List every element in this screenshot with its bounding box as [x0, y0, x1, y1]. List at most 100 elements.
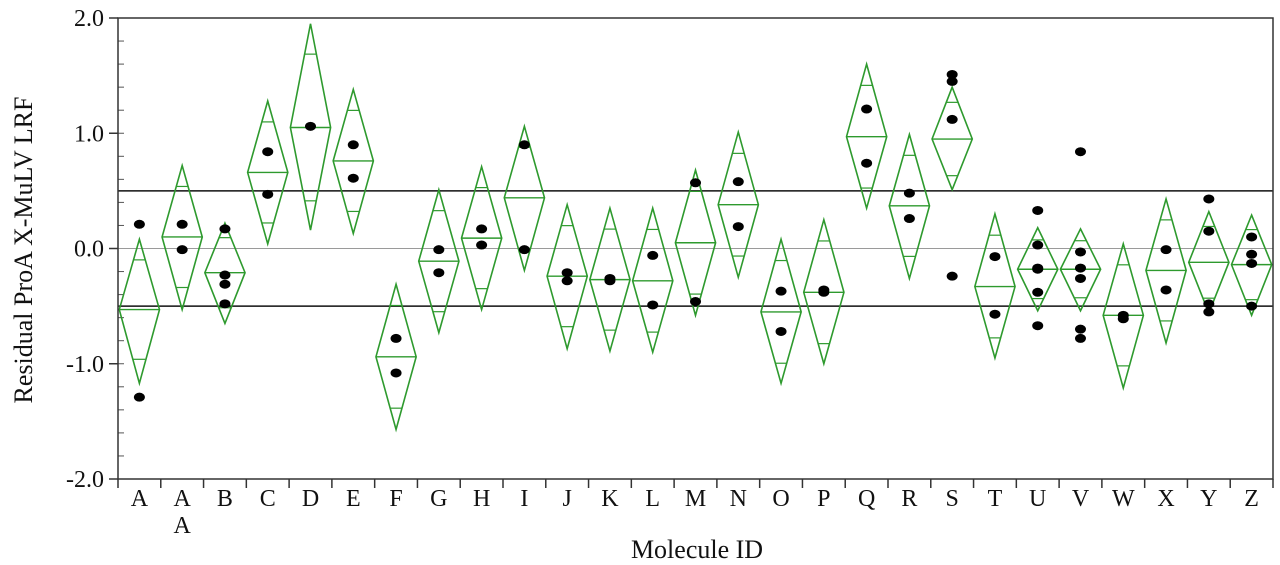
x-tick-label: P — [817, 486, 830, 512]
data-point — [347, 140, 359, 150]
data-point — [1032, 205, 1044, 215]
data-point — [946, 69, 958, 79]
data-point — [818, 287, 830, 297]
data-point — [518, 245, 530, 255]
x-tick-label-line: Q — [858, 486, 875, 512]
x-tick-label-line: T — [988, 486, 1003, 512]
x-axis-title: Molecule ID — [631, 535, 763, 564]
mean-diamond — [717, 129, 760, 281]
mean-diamond — [246, 98, 289, 247]
data-point — [1117, 314, 1129, 324]
x-tick-label: M — [685, 486, 706, 512]
data-point — [1203, 226, 1215, 236]
data-point — [1160, 245, 1172, 255]
x-tick-label: B — [217, 486, 233, 512]
x-axis: A A AB C D E F G H I J K L M N O P Q R S T U V W X Y Z — [117, 479, 1274, 539]
mean-diamond — [974, 210, 1016, 361]
x-tick-label: H — [473, 486, 490, 512]
x-tick-label: Y — [1200, 486, 1217, 512]
x-tick-label-line: S — [945, 486, 958, 512]
data-point — [433, 245, 445, 255]
mean-diamond — [674, 167, 717, 319]
mean-diamond — [589, 205, 631, 355]
mean-diamond — [118, 236, 161, 387]
data-point — [476, 224, 488, 234]
data-point — [946, 271, 958, 281]
x-tick-label-line: Y — [1200, 486, 1217, 512]
x-tick-label-line: A — [173, 513, 191, 539]
data-point — [305, 121, 316, 131]
mean-diamond — [332, 86, 375, 237]
x-tick-label-line: E — [346, 486, 361, 512]
mean-diamond — [1102, 240, 1145, 391]
x-tick-label-line: F — [389, 486, 402, 512]
data-point — [1075, 263, 1086, 273]
x-tick-label: V — [1072, 486, 1090, 512]
x-tick-label: T — [988, 486, 1003, 512]
x-tick-label-line: J — [562, 486, 571, 512]
mean-diamond — [931, 84, 974, 192]
data-point — [1032, 321, 1044, 331]
data-point — [1075, 333, 1086, 343]
mean-diamond — [503, 123, 546, 274]
mean-diamond — [845, 61, 888, 212]
data-point — [433, 268, 445, 278]
mean-diamond — [888, 131, 931, 282]
x-tick-label-line: V — [1072, 486, 1090, 512]
data-point — [518, 140, 530, 150]
x-tick-label-line: W — [1112, 486, 1135, 512]
x-tick-label: Q — [858, 486, 875, 512]
x-tick-label: S — [945, 486, 958, 512]
data-point — [775, 286, 787, 296]
data-point — [1075, 324, 1086, 334]
x-tick-label: E — [346, 486, 361, 512]
data-point — [476, 240, 488, 250]
data-point — [1203, 299, 1215, 309]
data-point — [1032, 264, 1044, 274]
data-point — [133, 219, 145, 229]
data-point — [561, 276, 573, 286]
x-tick-label-line: I — [520, 486, 528, 512]
mean-diamond — [760, 236, 802, 387]
data-point — [690, 178, 701, 188]
x-tick-label: R — [901, 486, 917, 512]
x-tick-label-line: A — [131, 486, 149, 512]
x-tick-label-line: N — [730, 486, 747, 512]
data-point — [775, 326, 787, 336]
data-point — [647, 300, 659, 310]
data-point — [347, 173, 359, 183]
x-tick-label: G — [430, 486, 447, 512]
data-point — [604, 276, 616, 286]
data-point — [989, 309, 1001, 319]
mean-diamond — [802, 216, 845, 367]
x-tick-label: I — [520, 486, 528, 512]
x-tick-label-line: H — [473, 486, 490, 512]
x-tick-label: X — [1157, 486, 1174, 512]
x-tick-label: A — [131, 486, 149, 512]
x-tick-label-line: G — [430, 486, 447, 512]
data-point — [1246, 258, 1258, 268]
x-tick-label: W — [1112, 486, 1135, 512]
data-point — [219, 224, 231, 234]
data-point — [1075, 147, 1086, 157]
data-point — [1246, 249, 1258, 259]
y-tick-label: -2.0 — [66, 467, 104, 493]
mean-diamond — [203, 221, 246, 326]
x-tick-label-line: P — [817, 486, 830, 512]
data-point — [989, 252, 1001, 262]
data-point — [219, 279, 231, 289]
data-point — [219, 270, 231, 280]
x-tick-label-line: U — [1029, 486, 1046, 512]
data-point — [946, 76, 958, 86]
data-point — [690, 297, 701, 307]
mean-diamond — [375, 281, 417, 433]
x-tick-label-line: D — [302, 486, 319, 512]
data-points — [133, 69, 1258, 402]
mean-diamond — [1059, 227, 1102, 313]
data-point — [1203, 307, 1215, 317]
x-tick-label: K — [601, 486, 619, 512]
x-tick-label-line: M — [685, 486, 706, 512]
x-tick-label-line: B — [217, 486, 233, 512]
